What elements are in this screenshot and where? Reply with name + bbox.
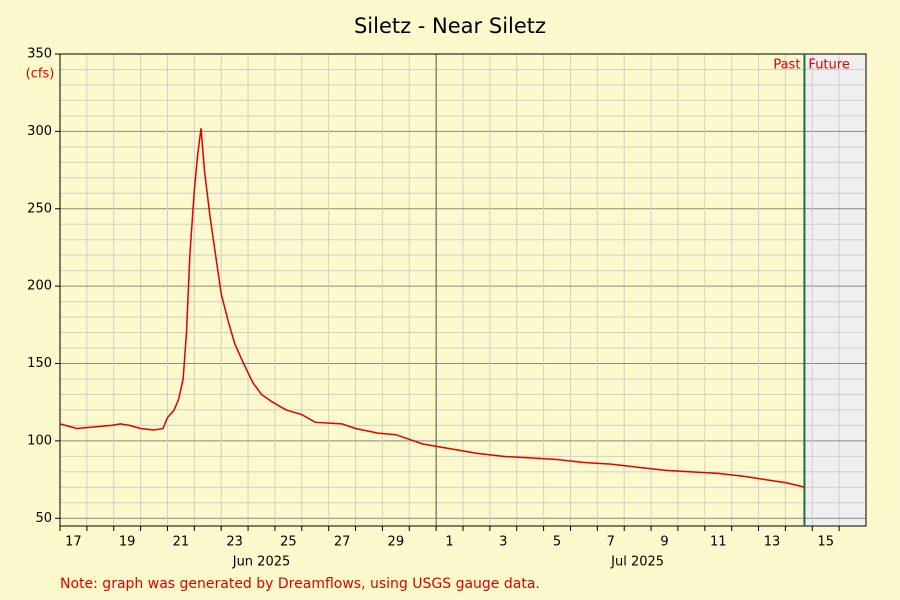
future-region bbox=[804, 54, 866, 526]
x-tick-label: 17 bbox=[65, 535, 82, 550]
x-tick-label: 11 bbox=[710, 535, 727, 550]
month-label: Jul 2025 bbox=[610, 555, 664, 570]
x-tick-label: 25 bbox=[280, 535, 297, 550]
y-tick-label: 150 bbox=[27, 356, 52, 371]
y-tick-label: 100 bbox=[27, 433, 52, 448]
y-tick-label: 200 bbox=[27, 279, 52, 294]
x-tick-label: 21 bbox=[173, 535, 190, 550]
y-unit: (cfs) bbox=[26, 67, 55, 82]
y-tick-label: 350 bbox=[27, 47, 52, 62]
chart-title: Siletz - Near Siletz bbox=[354, 14, 546, 38]
x-tick-label: 5 bbox=[553, 535, 561, 550]
x-tick-label: 13 bbox=[764, 535, 781, 550]
flow-line bbox=[59, 128, 805, 489]
future-label: Future bbox=[808, 58, 849, 73]
plot-frame bbox=[59, 53, 867, 527]
x-tick-label: 3 bbox=[499, 535, 507, 550]
note: Note: graph was generated by Dreamflows,… bbox=[60, 576, 540, 592]
x-tick-label: 23 bbox=[226, 535, 243, 550]
x-tick-label: 29 bbox=[388, 535, 405, 550]
x-tick-label: 15 bbox=[817, 535, 834, 550]
month-label: Jun 2025 bbox=[232, 555, 291, 570]
past-label: Past bbox=[773, 58, 800, 73]
x-tick-label: 1 bbox=[445, 535, 453, 550]
x-tick-label: 27 bbox=[334, 535, 351, 550]
y-tick-label: 300 bbox=[27, 124, 52, 139]
y-tick-label: 250 bbox=[27, 201, 52, 216]
x-tick-label: 7 bbox=[607, 535, 615, 550]
y-tick-label: 50 bbox=[35, 511, 52, 526]
x-tick-label: 19 bbox=[119, 535, 136, 550]
x-tick-label: 9 bbox=[660, 535, 668, 550]
